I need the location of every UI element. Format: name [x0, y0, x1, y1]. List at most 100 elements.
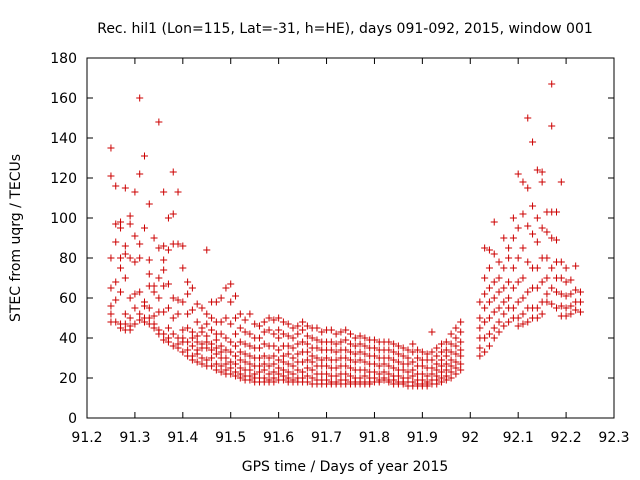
data-point — [505, 244, 513, 252]
data-point — [236, 348, 244, 356]
data-point — [227, 348, 235, 356]
data-point — [519, 244, 527, 252]
data-point — [217, 318, 225, 326]
data-point — [428, 348, 436, 356]
data-point — [150, 312, 158, 320]
data-point — [212, 366, 220, 374]
data-point — [557, 178, 565, 186]
data-point — [150, 324, 158, 332]
data-point — [255, 354, 263, 362]
x-tick-label: 91.9 — [407, 430, 438, 446]
data-point — [562, 304, 570, 312]
data-point — [227, 298, 235, 306]
data-point — [404, 346, 412, 354]
data-point — [284, 332, 292, 340]
data-point — [121, 250, 129, 258]
data-point — [380, 360, 388, 368]
data-point — [553, 288, 561, 296]
data-point — [524, 114, 532, 122]
data-point — [351, 342, 359, 350]
data-point — [308, 366, 316, 374]
data-point — [576, 288, 584, 296]
data-point — [438, 340, 446, 348]
data-point — [438, 378, 446, 386]
data-point — [562, 292, 570, 300]
data-point — [442, 376, 450, 384]
data-point — [390, 364, 398, 372]
data-point — [169, 342, 177, 350]
data-point — [495, 288, 503, 296]
data-point — [112, 182, 120, 190]
data-point — [332, 364, 340, 372]
data-point — [495, 328, 503, 336]
data-point — [126, 294, 134, 302]
data-point — [155, 294, 163, 302]
data-point — [375, 370, 383, 378]
data-point — [255, 334, 263, 342]
data-point — [145, 314, 153, 322]
data-point — [107, 310, 115, 318]
data-point — [505, 318, 513, 326]
data-point — [222, 354, 230, 362]
data-point — [313, 354, 321, 362]
data-point — [131, 232, 139, 240]
data-point — [538, 168, 546, 176]
data-point — [533, 314, 541, 322]
data-point — [150, 288, 158, 296]
data-point — [169, 210, 177, 218]
data-point — [212, 360, 220, 368]
data-point — [514, 298, 522, 306]
x-tick-label: 91.6 — [263, 430, 294, 446]
data-point — [438, 368, 446, 376]
data-point — [121, 274, 129, 282]
data-point — [184, 338, 192, 346]
data-point — [121, 184, 129, 192]
data-point — [572, 262, 580, 270]
data-point — [193, 358, 201, 366]
data-point — [529, 202, 537, 210]
data-point — [500, 298, 508, 306]
data-point — [160, 282, 168, 290]
data-point — [533, 238, 541, 246]
data-point — [270, 360, 278, 368]
data-point — [284, 342, 292, 350]
data-point — [217, 342, 225, 350]
data-point — [514, 254, 522, 262]
data-point — [524, 222, 532, 230]
data-point — [117, 254, 125, 262]
data-point — [361, 366, 369, 374]
data-point — [208, 340, 216, 348]
data-point — [227, 320, 235, 328]
data-point — [543, 228, 551, 236]
data-point — [179, 298, 187, 306]
data-point — [198, 354, 206, 362]
data-point — [217, 368, 225, 376]
data-point — [332, 340, 340, 348]
data-point — [519, 178, 527, 186]
data-point — [505, 294, 513, 302]
data-point — [174, 296, 182, 304]
data-point — [351, 334, 359, 342]
data-point — [318, 356, 326, 364]
data-point — [533, 304, 541, 312]
data-point — [433, 380, 441, 388]
data-point — [227, 280, 235, 288]
data-point — [164, 324, 172, 332]
data-point — [500, 322, 508, 330]
data-point — [433, 344, 441, 352]
data-point — [519, 274, 527, 282]
data-point — [414, 346, 422, 354]
data-point — [495, 258, 503, 266]
data-point — [505, 254, 513, 262]
data-point — [217, 362, 225, 370]
data-point — [126, 326, 134, 334]
data-point — [347, 330, 354, 338]
data-point — [394, 342, 402, 350]
data-point — [150, 234, 158, 242]
data-point — [275, 346, 283, 354]
data-point — [289, 354, 297, 362]
data-point — [275, 356, 283, 364]
data-point — [514, 314, 522, 322]
data-point — [294, 330, 302, 338]
data-point — [442, 360, 450, 368]
